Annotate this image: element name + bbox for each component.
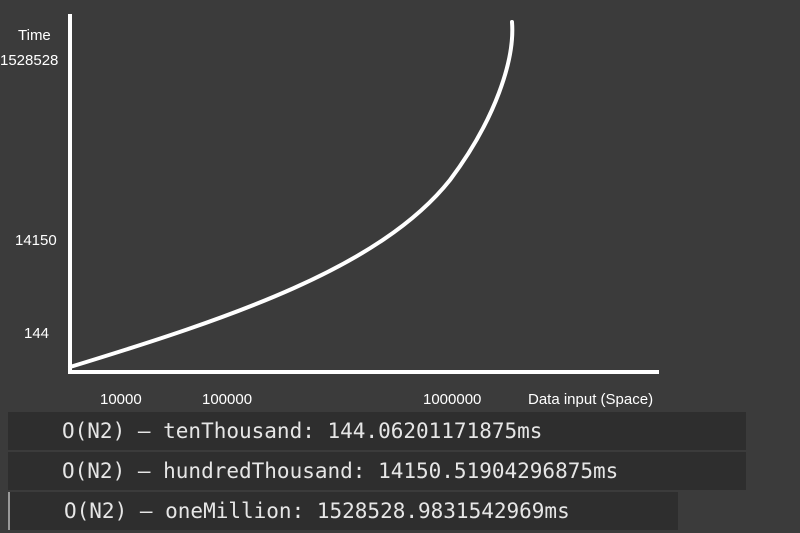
y-axis-title: Time — [18, 27, 51, 44]
complexity-chart: Time 1528528 14150 144 10000 100000 1000… — [0, 14, 659, 408]
x-tick-label: 100000 — [202, 391, 252, 408]
y-tick-label: 1528528 — [0, 52, 58, 69]
x-tick-label: 1000000 — [423, 391, 481, 408]
y-tick-label: 144 — [24, 325, 49, 342]
console-output-line: O(N2) – hundredThousand: 14150.519042968… — [8, 452, 746, 490]
x-axis-title: Data input (Space) — [528, 391, 653, 408]
growth-curve — [68, 20, 515, 369]
x-tick-label: 10000 — [100, 391, 142, 408]
y-tick-label: 14150 — [15, 232, 57, 249]
console-output-line: O(N2) – tenThousand: 144.06201171875ms — [8, 412, 746, 450]
console-output-line: O(N2) – oneMillion: 1528528.9831542969ms — [8, 492, 678, 530]
